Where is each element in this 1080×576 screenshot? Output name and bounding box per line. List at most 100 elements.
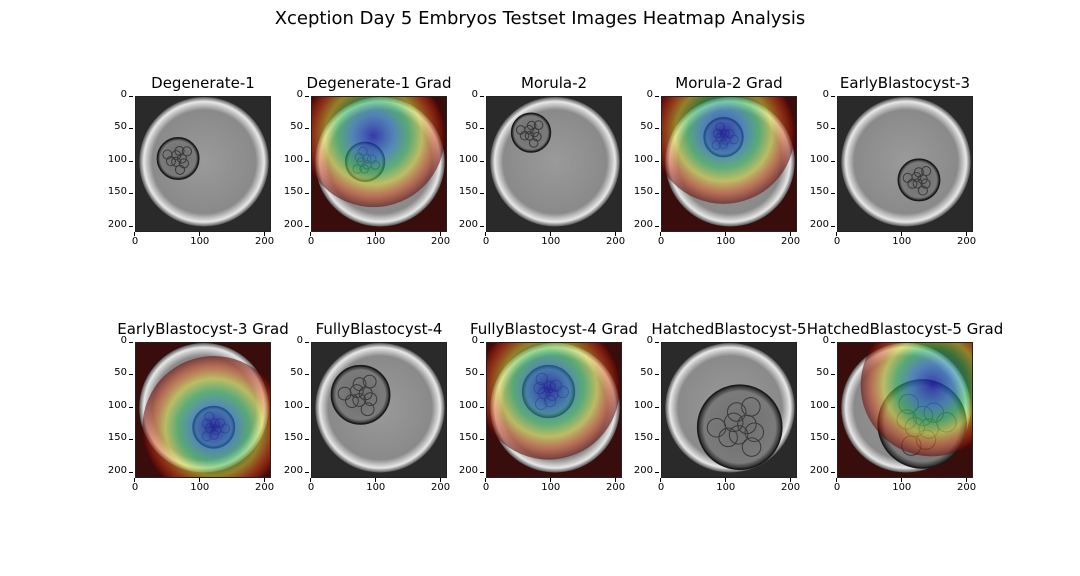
panel-2: Degenerate-1 Grad 0 50 100 150 200 0 100 200: [284, 74, 452, 247]
y-tick-label: 200: [97, 219, 133, 230]
y-tick-label: 50: [273, 121, 309, 132]
cell-texture: [165, 156, 176, 167]
y-tick-label: 150: [623, 432, 659, 443]
gradcam-heatmap: [142, 355, 270, 477]
x-tick-label: 200: [952, 478, 982, 493]
x-tick-label: 0: [296, 478, 326, 493]
cell-texture: [917, 185, 928, 196]
y-tick-label: 150: [448, 186, 484, 197]
cell-texture: [728, 425, 749, 445]
image-axes: [311, 342, 447, 478]
x-tick-label: 200: [426, 478, 456, 493]
cell-texture: [741, 437, 762, 457]
y-tick-label: 150: [97, 186, 133, 197]
x-tick-label: 100: [711, 232, 741, 247]
panel-title: Morula-2 Grad: [675, 74, 783, 92]
cell-texture: [174, 164, 186, 175]
y-tick-label: 100: [273, 154, 309, 165]
cell-texture: [176, 153, 187, 164]
y-tick-label: 200: [97, 465, 133, 476]
image-axes: [486, 96, 622, 232]
cell-texture: [532, 131, 542, 142]
y-tick-label: 200: [623, 465, 659, 476]
micrograph: [136, 97, 270, 231]
cell-texture: [718, 427, 738, 448]
panel-10: HatchedBlastocyst-5 Grad 0 50 100 150 200 0 100…: [807, 320, 1003, 493]
x-tick-label: 200: [601, 232, 631, 247]
panel-title: EarlyBlastocyst-3: [839, 74, 971, 92]
y-tick-label: 150: [623, 186, 659, 197]
x-tick-label: 100: [887, 478, 917, 493]
cell-texture: [352, 377, 367, 392]
y-tick-label: 100: [448, 154, 484, 165]
x-tick-label: 200: [250, 478, 280, 493]
cell-texture: [744, 422, 765, 443]
image-axes: [661, 342, 797, 478]
y-tick-label: 200: [448, 219, 484, 230]
x-tick-label: 0: [471, 232, 501, 247]
y-tick-label: 0: [623, 89, 659, 100]
cell-texture: [920, 178, 931, 189]
panel-title: HatchedBlastocyst-5: [651, 320, 807, 338]
y-tick-label: 50: [273, 367, 309, 378]
micrograph: [136, 343, 270, 477]
x-tick-label: 100: [887, 232, 917, 247]
gradcam-heatmap: [312, 97, 445, 208]
panel-title: FullyBlastocyst-4: [315, 320, 443, 338]
x-tick-label: 100: [361, 232, 391, 247]
x-tick-label: 0: [822, 232, 852, 247]
cell-texture: [737, 414, 757, 435]
cell-texture: [912, 178, 923, 189]
y-tick-label: 50: [623, 121, 659, 132]
embryo: [897, 158, 941, 202]
culture-well: [490, 97, 620, 227]
cell-texture: [726, 402, 747, 422]
x-tick-label: 0: [822, 478, 852, 493]
x-tick-label: 100: [185, 478, 215, 493]
micrograph: [662, 343, 796, 477]
y-tick-label: 100: [97, 400, 133, 411]
culture-well: [139, 97, 269, 227]
cell-texture: [533, 120, 544, 130]
cell-texture: [529, 127, 540, 138]
panel-3: Morula-2 0 50 100 150 200 0 100 200: [459, 74, 625, 247]
y-tick-label: 0: [799, 335, 835, 346]
panel-title: Degenerate-1 Grad: [306, 74, 452, 92]
panel-title: HatchedBlastocyst-5 Grad: [806, 320, 1004, 338]
image-axes: [486, 342, 622, 478]
cell-texture: [181, 146, 192, 157]
embryo: [510, 112, 552, 153]
x-tick-label: 200: [952, 232, 982, 247]
panel-9: HatchedBlastocyst-5 0 50 100 150 200 0 100 200: [634, 320, 807, 493]
y-tick-label: 200: [799, 465, 835, 476]
cell-texture: [723, 412, 744, 433]
micrograph: [838, 343, 972, 477]
panel-8: FullyBlastocyst-4 Grad 0 50 100 150 200 0 100 20…: [459, 320, 638, 493]
y-tick-label: 0: [448, 335, 484, 346]
y-tick-label: 100: [623, 400, 659, 411]
y-tick-label: 50: [97, 367, 133, 378]
y-tick-label: 100: [97, 154, 133, 165]
y-tick-label: 0: [273, 335, 309, 346]
y-tick-label: 50: [97, 121, 133, 132]
cell-texture: [360, 402, 375, 417]
micrograph: [312, 343, 446, 477]
cell-texture: [526, 120, 537, 131]
embryo: [330, 364, 391, 425]
y-tick-label: 50: [799, 367, 835, 378]
y-tick-label: 0: [448, 89, 484, 100]
micrograph: [838, 97, 972, 231]
y-tick-label: 200: [623, 219, 659, 230]
y-tick-label: 0: [799, 89, 835, 100]
y-tick-label: 200: [448, 465, 484, 476]
x-tick-label: 100: [185, 232, 215, 247]
x-tick-label: 100: [536, 232, 566, 247]
image-axes: [135, 96, 271, 232]
panel-title: EarlyBlastocyst-3 Grad: [117, 320, 289, 338]
x-tick-label: 0: [646, 232, 676, 247]
x-tick-label: 100: [361, 478, 391, 493]
cell-texture: [362, 374, 377, 389]
culture-well: [841, 97, 971, 227]
panel-title: Morula-2: [520, 74, 588, 92]
x-tick-label: 200: [601, 478, 631, 493]
